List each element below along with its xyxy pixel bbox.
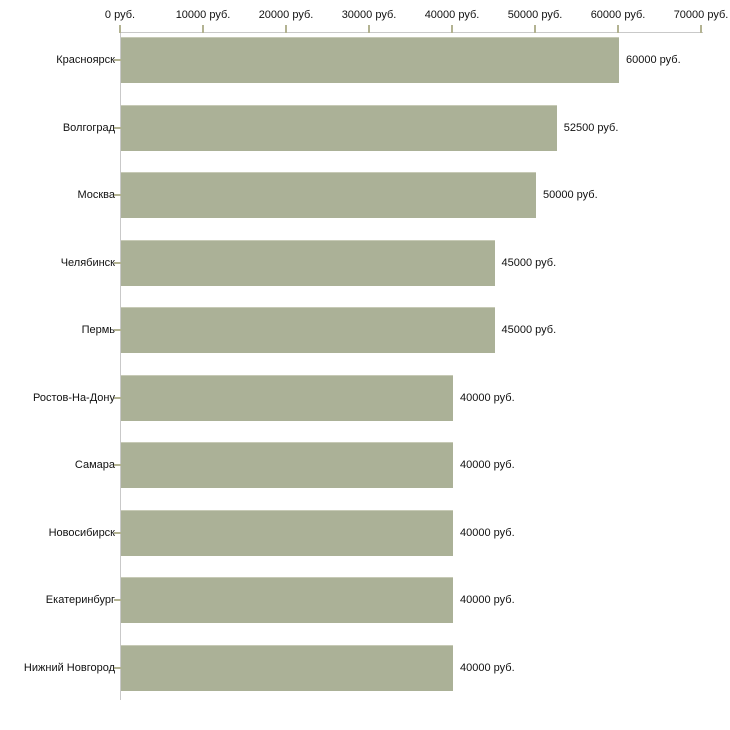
y-axis-tick-mark (114, 599, 121, 601)
bar-row: Красноярск 60000 руб. (0, 37, 730, 83)
x-axis-label: 0 руб. (104, 9, 136, 21)
bar-track: 40000 руб. (121, 374, 730, 421)
bar-row: Волгоград 52500 руб. (0, 104, 730, 151)
bar (121, 644, 453, 691)
bar-track: 50000 руб. (121, 172, 730, 218)
x-axis-tick-mark (119, 25, 121, 33)
value-label: 60000 руб. (626, 54, 681, 66)
y-axis-tick-mark (114, 126, 121, 129)
category-label: Красноярск (56, 54, 115, 66)
x-axis-tick-mark (534, 25, 536, 33)
y-axis-line (120, 32, 121, 700)
x-axis-tick-mark (368, 25, 370, 33)
x-axis-label: 40000 руб. (424, 9, 480, 21)
bar-row: Ростов-На-Дону 40000 руб. (0, 374, 730, 421)
bar-track: 45000 руб. (121, 239, 730, 286)
bar (121, 307, 495, 353)
y-axis-tick-mark (114, 666, 121, 669)
value-label: 40000 руб. (460, 526, 515, 539)
bar (121, 37, 619, 83)
y-axis-tick-mark (114, 59, 121, 61)
category-label: Нижний Новгород (23, 661, 115, 674)
bar-row: Нижний Новгород 40000 руб. (0, 644, 730, 691)
x-axis-tick-mark (202, 25, 204, 33)
bar-track: 60000 руб. (121, 37, 730, 83)
bar-row: Екатеринбург 40000 руб. (0, 577, 730, 623)
y-axis-tick-mark (114, 194, 121, 196)
x-axis-label: 70000 руб. (673, 9, 729, 21)
y-axis-tick-mark (114, 329, 121, 331)
value-label: 40000 руб. (460, 661, 515, 674)
category-label: Пермь (81, 324, 115, 336)
category-label: Волгоград (62, 121, 115, 134)
bar-track: 40000 руб. (121, 644, 730, 691)
bar (121, 442, 453, 488)
value-label: 45000 руб. (501, 324, 557, 336)
value-label: 40000 руб. (460, 391, 515, 404)
value-label: 45000 руб. (501, 256, 557, 269)
x-axis-label: 30000 руб. (341, 9, 397, 21)
category-label: Новосибирск (48, 526, 115, 539)
bar-row: Пермь 45000 руб. (0, 307, 730, 353)
bar (121, 172, 536, 218)
category-label: Ростов-На-Дону (32, 391, 115, 404)
bar-row: Челябинск 45000 руб. (0, 239, 730, 286)
bar-row: Самара 40000 руб. (0, 442, 730, 488)
y-axis-tick-mark (114, 464, 121, 466)
bar (121, 509, 453, 556)
x-axis-label: 60000 руб. (590, 9, 646, 21)
x-axis-label: 10000 руб. (175, 9, 231, 21)
category-label: Челябинск (60, 256, 115, 269)
bar-row: Новосибирск 40000 руб. (0, 509, 730, 556)
bar-track: 45000 руб. (121, 307, 730, 353)
value-label: 40000 руб. (460, 459, 515, 471)
bar-row: Москва 50000 руб. (0, 172, 730, 218)
x-axis-tick-mark (451, 25, 453, 33)
category-label: Москва (77, 189, 115, 201)
x-axis-tick-mark (617, 25, 619, 33)
y-axis-tick-mark (114, 396, 121, 399)
x-axis-tick-mark (700, 25, 702, 33)
bar-track: 40000 руб. (121, 509, 730, 556)
x-axis-tick-mark (285, 25, 287, 33)
x-axis-label: 50000 руб. (507, 9, 563, 21)
bar-track: 52500 руб. (121, 104, 730, 151)
value-label: 52500 руб. (563, 121, 619, 134)
bar (121, 374, 453, 421)
value-label: 50000 руб. (543, 189, 598, 201)
x-axis-label: 20000 руб. (258, 9, 314, 21)
bar (121, 577, 453, 623)
bar-track: 40000 руб. (121, 442, 730, 488)
bar (121, 239, 495, 286)
category-label: Самара (74, 459, 115, 471)
category-label: Екатеринбург (45, 594, 115, 606)
y-axis-tick-mark (114, 531, 121, 534)
value-label: 40000 руб. (460, 594, 515, 606)
bar (121, 104, 557, 151)
bar-track: 40000 руб. (121, 577, 730, 623)
x-axis-line (120, 32, 703, 33)
y-axis-tick-mark (114, 261, 121, 264)
